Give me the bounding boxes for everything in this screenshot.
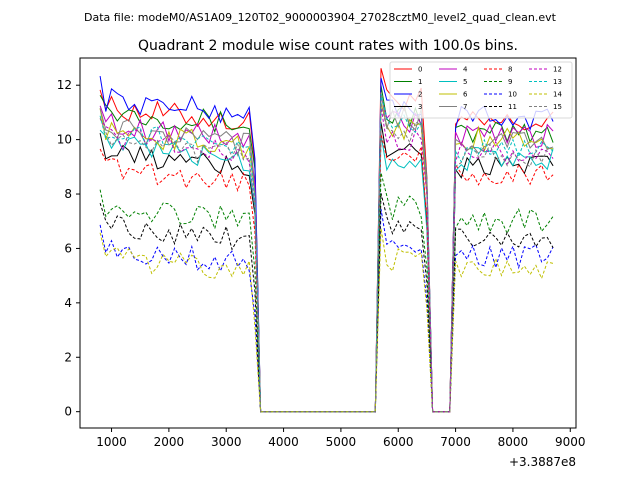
legend-label-4: 4 (463, 66, 468, 74)
x-tick-label: 4000 (268, 435, 299, 449)
legend-label-8: 8 (508, 66, 512, 74)
x-tick-label: 9000 (555, 435, 586, 449)
legend-label-12: 12 (553, 66, 562, 74)
series-line-15 (99, 103, 554, 413)
series-line-6 (99, 102, 554, 413)
series-line-2 (99, 76, 554, 413)
legend-label-6: 6 (463, 91, 468, 99)
series-line-12 (99, 106, 554, 413)
legend-label-14: 14 (553, 91, 562, 99)
series-line-9 (99, 172, 554, 413)
legend-label-10: 10 (508, 91, 517, 99)
legend-label-7: 7 (463, 103, 467, 111)
x-tick-label: 3000 (211, 435, 242, 449)
x-axis: 1000 2000 3000 4000 5000 6000 7000 8000 9000 (96, 428, 586, 449)
x-offset-label: +3.3887e8 (509, 455, 576, 469)
x-tick-label: 6000 (383, 435, 414, 449)
y-tick-label: 8 (64, 187, 72, 201)
plot-frame (79, 57, 577, 429)
series-line-3 (99, 122, 554, 413)
series-line-0 (99, 68, 554, 413)
x-tick-label: 8000 (498, 435, 529, 449)
legend-label-1: 1 (418, 78, 422, 86)
legend-label-0: 0 (418, 66, 422, 74)
series-line-7 (99, 92, 554, 413)
legend-label-13: 13 (553, 78, 562, 86)
x-tick-label: 5000 (326, 435, 357, 449)
series-line-10 (99, 208, 554, 413)
x-tick-label: 2000 (154, 435, 185, 449)
y-tick-label: 4 (64, 296, 72, 310)
legend-label-15: 15 (553, 103, 562, 111)
series-line-5 (99, 129, 554, 413)
y-tick-label: 0 (64, 405, 72, 419)
series-line-13 (99, 93, 554, 413)
series-line-8 (99, 133, 554, 413)
legend-label-11: 11 (508, 103, 517, 111)
legend-box (389, 61, 573, 119)
y-tick-label: 6 (64, 241, 72, 255)
series-line-14 (99, 228, 554, 413)
x-tick-label: 7000 (440, 435, 471, 449)
y-tick-label: 10 (57, 133, 72, 147)
data-file-header: Data file: modeM0/AS1A09_120T02_90000039… (84, 11, 557, 24)
y-tick-label: 12 (57, 78, 72, 92)
plot-area (99, 68, 554, 413)
legend-label-3: 3 (418, 103, 422, 111)
series-line-11 (99, 193, 554, 413)
legend-label-2: 2 (418, 91, 422, 99)
x-tick-label: 1000 (96, 435, 127, 449)
legend-label-9: 9 (508, 78, 512, 86)
y-tick-label: 2 (64, 350, 72, 364)
y-axis: 0 2 4 6 8 10 12 (57, 78, 80, 419)
chart-title: Quadrant 2 module wise count rates with … (138, 38, 518, 54)
legend-label-5: 5 (463, 78, 467, 86)
